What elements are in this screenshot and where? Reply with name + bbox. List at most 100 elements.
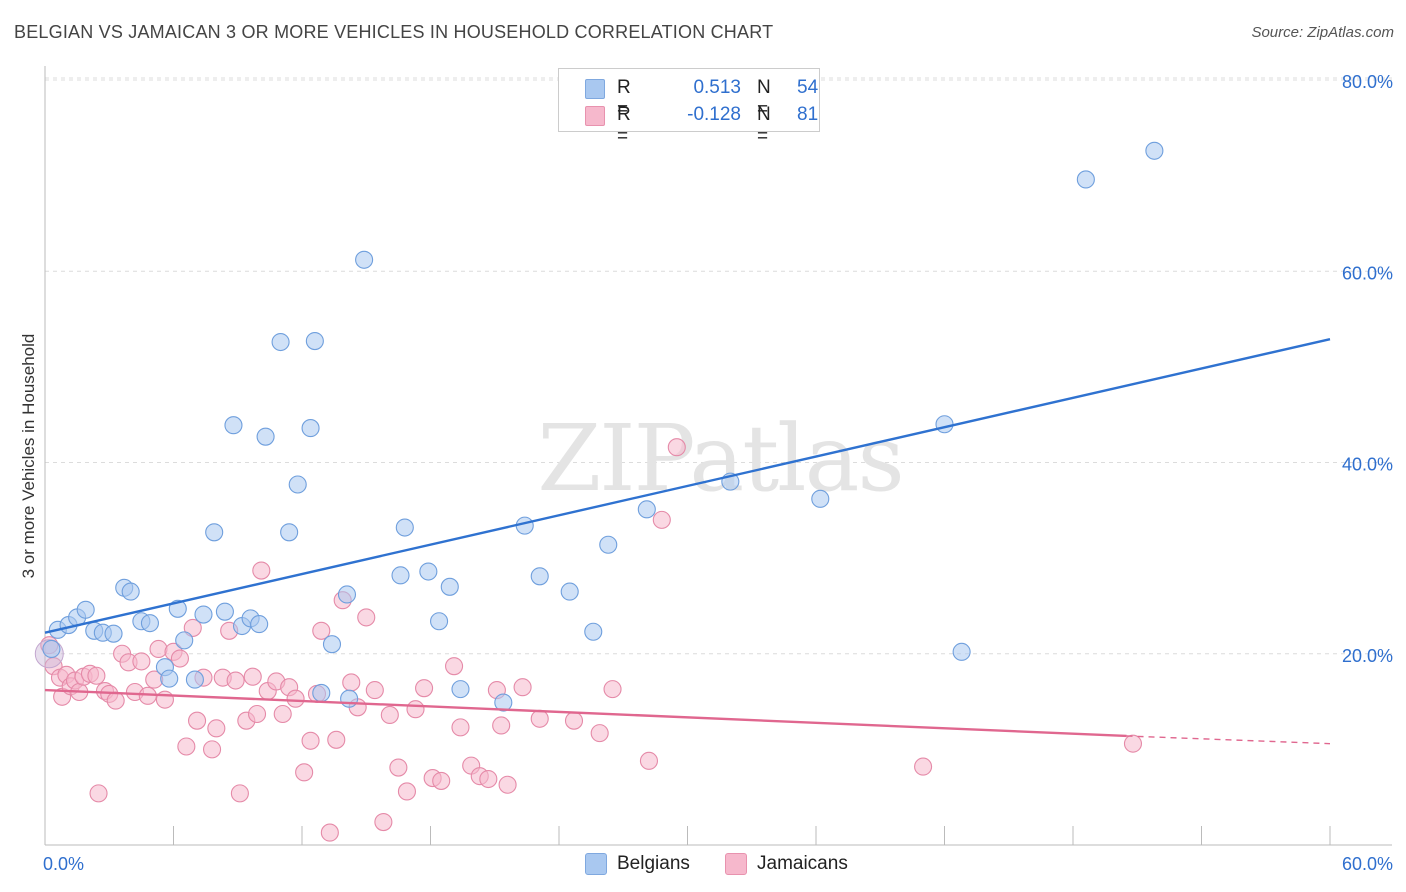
watermark: ZIPatlas	[537, 405, 902, 512]
n-value: 54	[797, 77, 819, 98]
jamaicans-point	[451, 718, 470, 737]
jamaicans-point	[652, 510, 671, 529]
belgians-point	[305, 332, 324, 351]
jamaicans-point	[252, 561, 271, 580]
belgians-point	[250, 615, 269, 634]
jamaicans-point	[342, 673, 361, 692]
belgians-legend-swatch	[585, 853, 607, 875]
belgians-point	[271, 332, 290, 352]
belgians-point	[419, 562, 438, 581]
belgians-point	[355, 250, 374, 269]
trend-lines	[44, 337, 1331, 745]
jamaicans-legend-swatch	[725, 853, 747, 875]
belgians-point	[637, 500, 656, 519]
jamaicans-point	[498, 775, 517, 794]
belgians-point	[104, 624, 123, 643]
jamaicans-trend-line	[44, 688, 1127, 738]
jamaicans-point	[389, 758, 408, 777]
belgians-point	[160, 669, 179, 688]
jamaicans-trend-extension	[1126, 735, 1331, 745]
belgians-point	[440, 577, 459, 596]
jamaicans-point	[295, 763, 314, 782]
legend-label: Belgians	[617, 853, 690, 874]
belgians-point	[205, 523, 224, 542]
belgians-point	[140, 614, 159, 633]
jamaicans-point	[530, 709, 549, 728]
jamaicans-point	[513, 678, 532, 697]
belgians-point	[935, 415, 954, 434]
belgians-point	[395, 518, 414, 537]
belgians-point	[42, 639, 61, 659]
jamaicans-point	[243, 667, 262, 686]
jamaicans-point	[177, 737, 196, 756]
belgians-point	[1145, 141, 1164, 160]
belgians-point	[194, 605, 213, 624]
belgians-point	[430, 612, 449, 631]
jamaicans-point	[479, 769, 498, 789]
jamaicans-point	[320, 823, 339, 842]
jamaicans-point	[286, 689, 305, 708]
jamaicans-point	[226, 671, 245, 690]
r-label: R =	[617, 77, 631, 120]
jamaicans-point	[301, 731, 320, 750]
belgians-point	[185, 670, 204, 689]
belgians-point	[391, 566, 410, 585]
jamaicans-point	[87, 666, 106, 685]
belgians-point	[494, 693, 513, 712]
jamaicans-point	[445, 657, 464, 676]
belgians-point	[599, 535, 618, 554]
r-label: R =	[617, 104, 631, 147]
y-tick-label: 40.0%	[1342, 455, 1393, 475]
jamaicans-point	[273, 704, 292, 724]
gridlines	[45, 77, 1392, 655]
jamaicans-points	[34, 438, 1143, 842]
belgians-trend-line	[44, 337, 1331, 634]
jamaicans-point	[207, 719, 226, 738]
jamaicans-point	[492, 716, 511, 735]
jamaicans-point	[188, 711, 207, 730]
jamaicans-point	[247, 704, 267, 724]
stats-legend: R = 0.513 N = 54 R = -0.128 N = 81	[558, 68, 820, 147]
belgians-point	[301, 419, 320, 438]
n-value: 81	[797, 104, 819, 125]
belgians-point	[952, 642, 971, 661]
y-tick-label: 80.0%	[1342, 72, 1393, 92]
r-value: 0.513	[693, 77, 741, 98]
jamaicans-point	[639, 751, 659, 770]
jamaicans-point	[590, 724, 609, 743]
chart-title: BELGIAN VS JAMAICAN 3 OR MORE VEHICLES I…	[14, 22, 774, 42]
belgians-point	[215, 602, 234, 621]
belgians-point	[288, 475, 307, 494]
jamaicans-point	[432, 771, 451, 790]
belgians-point	[312, 683, 331, 703]
x-tick-label: 60.0%	[1342, 854, 1393, 874]
jamaicans-point	[155, 690, 174, 709]
belgians-point	[451, 680, 470, 699]
belgians-point	[224, 416, 243, 435]
jamaicans-point	[380, 705, 399, 725]
jamaicans-point	[170, 649, 189, 668]
belgians-points	[42, 141, 1164, 712]
jamaicans-point	[667, 438, 686, 457]
axes	[44, 66, 1392, 846]
belgians-point	[340, 689, 359, 708]
x-tick-label: 0.0%	[43, 854, 84, 874]
y-axis-label: 3 or more Vehicles in Household	[19, 334, 38, 579]
x-tick-labels: 0.0% 60.0%	[43, 854, 1393, 874]
chart-source: Source: ZipAtlas.com	[1251, 24, 1394, 41]
jamaicans-point	[406, 700, 425, 719]
n-label: N =	[757, 104, 771, 147]
belgians-point	[175, 631, 194, 650]
belgians-point	[280, 523, 299, 542]
belgians-point	[76, 600, 95, 619]
belgians-point	[1076, 170, 1095, 189]
jamaicans-point	[1123, 734, 1143, 753]
jamaicans-point	[415, 679, 434, 698]
y-tick-label: 20.0%	[1342, 646, 1393, 666]
jamaicans-point	[397, 782, 416, 801]
y-tick-label: 60.0%	[1342, 263, 1393, 283]
belgians-point	[121, 582, 140, 601]
jamaicans-point	[603, 680, 622, 699]
jamaicans-point	[312, 621, 331, 640]
